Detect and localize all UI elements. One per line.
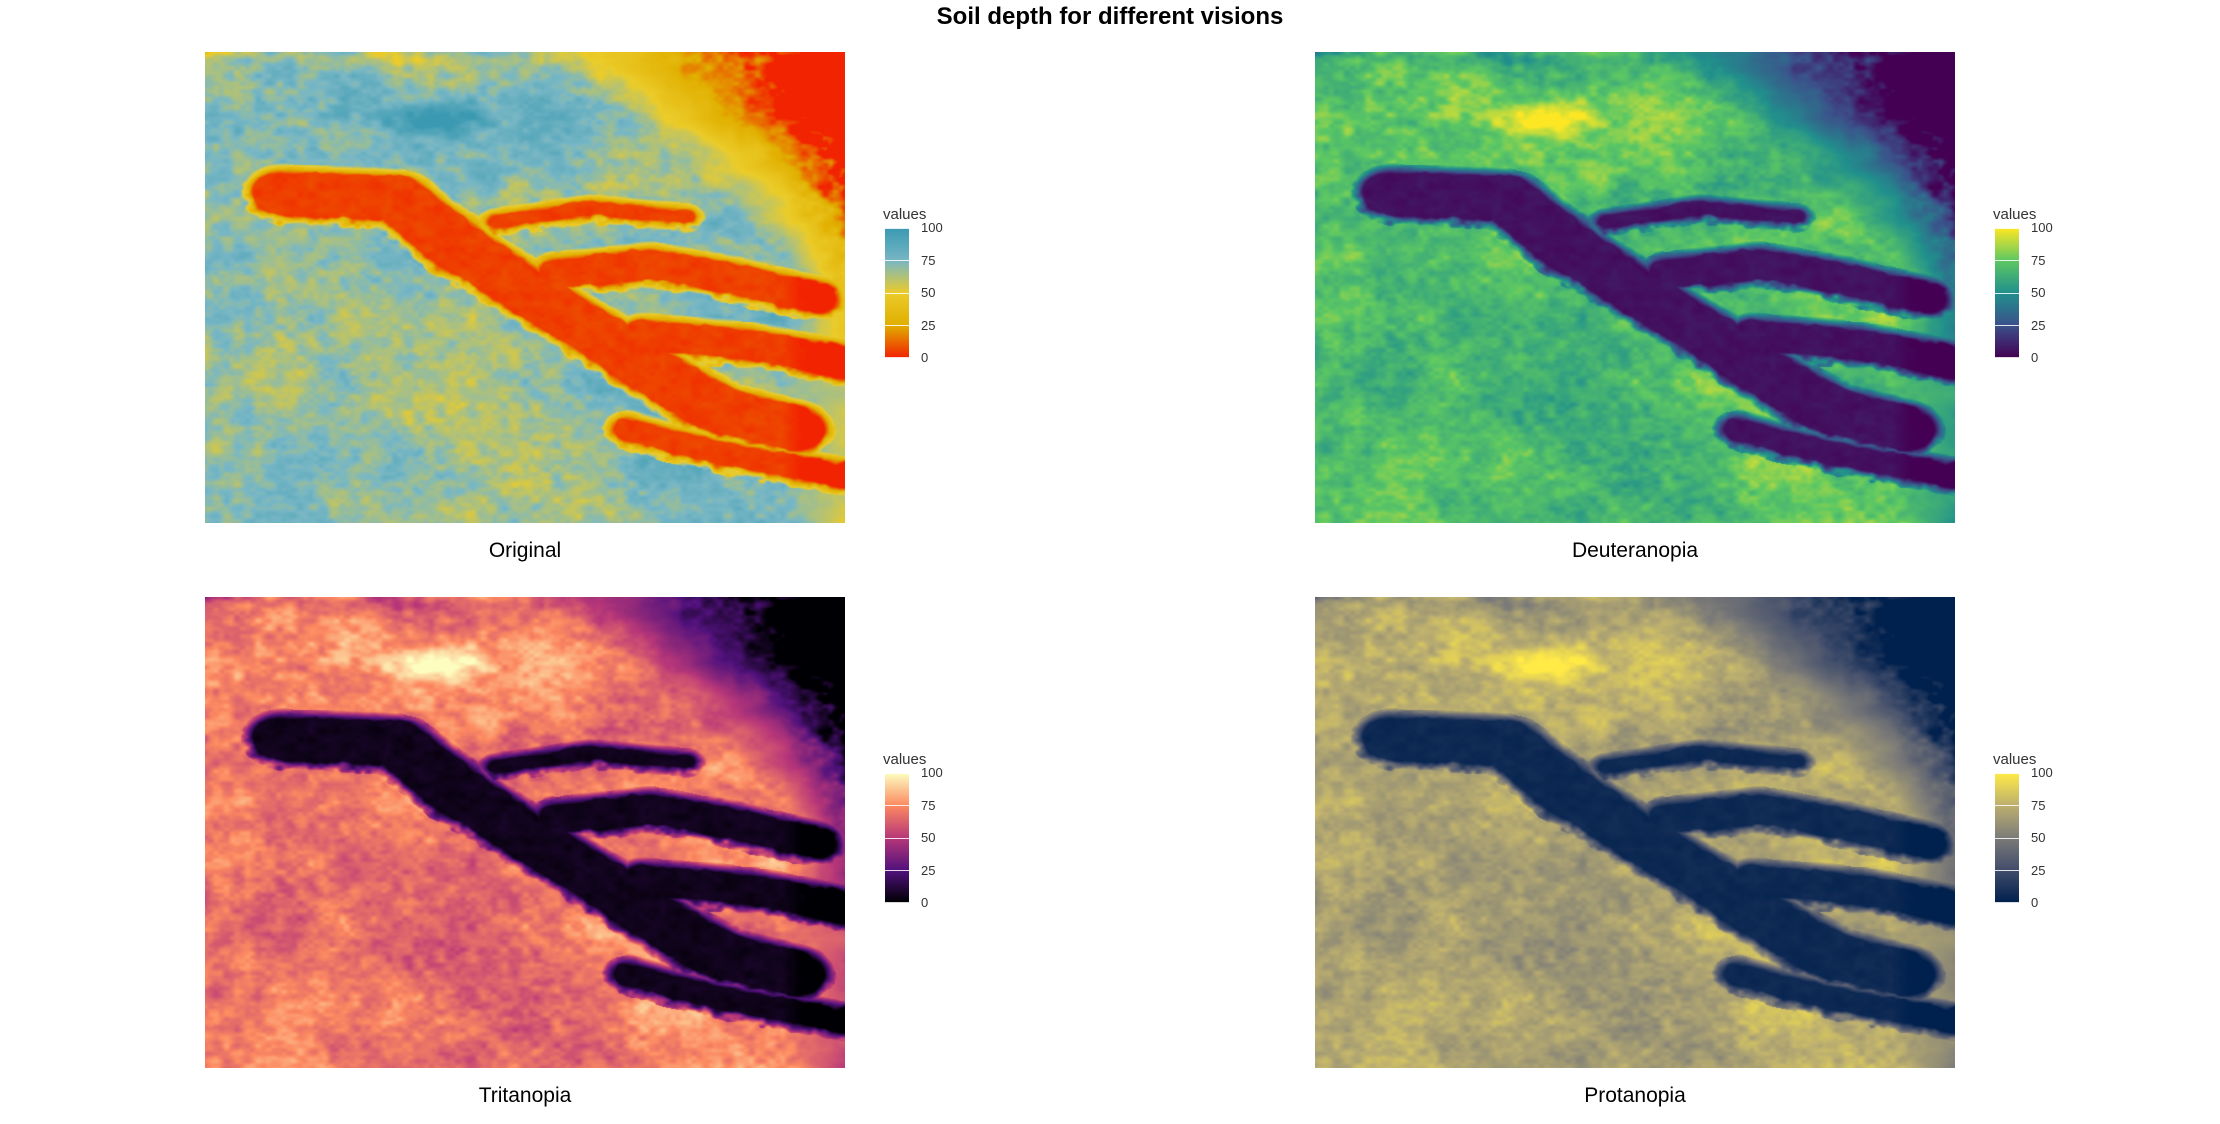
legend-tick (1995, 260, 2019, 261)
legend-tick-label: 0 (2031, 350, 2039, 365)
soil-depth-map (205, 52, 845, 523)
color-legend: values 100 75 50 25 0 (1993, 751, 2083, 921)
legend-tick (1995, 805, 2019, 806)
legend-tick (885, 773, 909, 774)
legend-tick-label: 75 (2031, 798, 2046, 813)
legend-tick (1995, 838, 2019, 839)
color-legend: values 100 75 50 25 0 (1993, 206, 2083, 376)
legend-tick-label: 100 (2031, 220, 2053, 235)
legend-tick (1995, 228, 2019, 229)
legend-tick (885, 357, 909, 358)
legend-tick (885, 870, 909, 871)
legend-tick-label: 75 (921, 798, 936, 813)
legend-tick-label: 25 (2031, 318, 2046, 333)
legend-tick (885, 838, 909, 839)
legend-title: values (883, 206, 927, 223)
legend-tick-label: 50 (2031, 285, 2046, 300)
legend-tick (885, 902, 909, 903)
panel-deuteranopia: Deuteranopia values 100 75 50 25 0 (1110, 34, 2220, 579)
legend-tick (1995, 293, 2019, 294)
panel-caption: Tritanopia (478, 1084, 572, 1107)
legend-tick-label: 75 (2031, 253, 2046, 268)
soil-depth-map (1315, 597, 1955, 1068)
legend-title: values (1993, 751, 2037, 768)
panel-tritanopia: Tritanopia values 100 75 50 25 0 (0, 579, 1110, 1124)
legend-tick (1995, 357, 2019, 358)
legend-tick-label: 100 (2031, 765, 2053, 780)
legend-tick-label: 0 (921, 350, 929, 365)
soil-depth-map (1315, 52, 1955, 523)
legend-tick-label: 100 (921, 220, 943, 235)
legend-tick (1995, 325, 2019, 326)
panel-caption: Original (488, 539, 562, 562)
legend-title: values (1993, 206, 2037, 223)
color-legend: values 100 75 50 25 0 (883, 206, 973, 376)
legend-tick (885, 293, 909, 294)
figure-title: Soil depth for different visions (936, 3, 1284, 30)
legend-tick-label: 75 (921, 253, 936, 268)
panel-protanopia: Protanopia values 100 75 50 25 0 (1110, 579, 2220, 1124)
legend-tick-label: 0 (2031, 895, 2039, 910)
legend-tick-label: 25 (921, 863, 936, 878)
legend-tick (1995, 773, 2019, 774)
panel-caption: Protanopia (1584, 1084, 1686, 1107)
legend-tick (885, 325, 909, 326)
legend-tick-label: 25 (921, 318, 936, 333)
legend-tick (1995, 902, 2019, 903)
soil-depth-map (205, 597, 845, 1068)
color-legend: values 100 75 50 25 0 (883, 751, 973, 921)
legend-tick (885, 805, 909, 806)
legend-tick-label: 0 (921, 895, 929, 910)
legend-tick-label: 50 (2031, 830, 2046, 845)
legend-tick (885, 228, 909, 229)
legend-tick-label: 100 (921, 765, 943, 780)
panel-original: Original values 100 75 50 25 0 (0, 34, 1110, 579)
legend-title: values (883, 751, 927, 768)
panel-caption: Deuteranopia (1571, 539, 1699, 562)
legend-tick (885, 260, 909, 261)
legend-tick-label: 50 (921, 830, 936, 845)
legend-tick-label: 50 (921, 285, 936, 300)
legend-tick-label: 25 (2031, 863, 2046, 878)
legend-tick (1995, 870, 2019, 871)
